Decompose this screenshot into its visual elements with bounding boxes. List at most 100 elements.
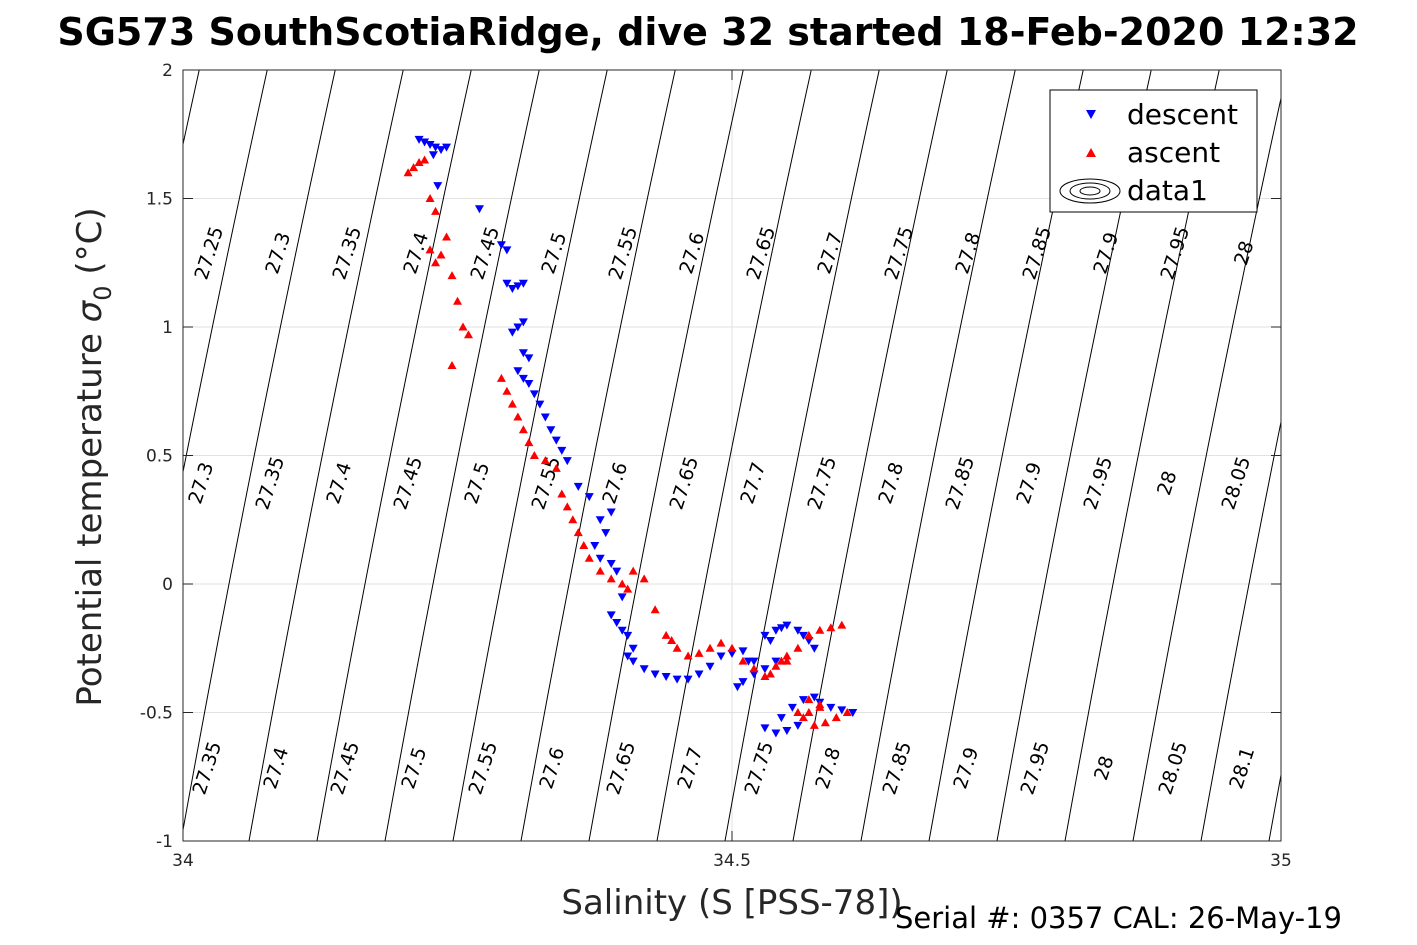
descent-point [518, 349, 528, 358]
ascent-point [595, 566, 605, 575]
y-axis-label-symbol: σ [70, 299, 110, 322]
descent-point [601, 529, 611, 538]
ascent-point [716, 638, 726, 647]
axis-ticks: 34 34.5 35 -1 -0.5 0 0.5 1 1.5 2 [140, 61, 1292, 871]
density-contour-line [1132, 95, 1281, 841]
density-contour-line [860, 70, 1016, 841]
ascent-point [749, 664, 759, 673]
descent-point [529, 390, 539, 399]
descent-point [612, 567, 622, 576]
legend-descent-marker [1086, 110, 1096, 119]
density-contour-line [248, 70, 404, 841]
ascent-point [765, 669, 775, 678]
ascent-point [579, 540, 589, 549]
descent-point [628, 644, 638, 653]
descent-point [436, 146, 446, 155]
y-axis-label: Potential temperature σ0 (°C) [70, 207, 117, 706]
descent-point [738, 647, 748, 656]
density-contour-line [316, 70, 472, 841]
descent-point [428, 151, 438, 160]
density-contour-line [520, 70, 676, 841]
descent-point [502, 246, 512, 255]
density-contours [183, 70, 1281, 841]
ascent-point [431, 206, 441, 215]
descent-point [776, 714, 786, 723]
descent-point [431, 143, 441, 152]
descent-point [809, 644, 819, 653]
descent-point [727, 649, 737, 658]
serial-calibration-text: Serial #: 0357 CAL: 26-May-19 [895, 901, 1342, 935]
ascent-point [518, 425, 528, 434]
ascent-series [403, 155, 852, 729]
descent-point [524, 354, 534, 363]
density-contour-line [452, 70, 608, 841]
descent-point [749, 670, 759, 679]
descent-point [804, 637, 814, 646]
descent-point [760, 724, 770, 733]
descent-point [683, 675, 693, 684]
descent-point [474, 205, 484, 214]
descent-point [518, 279, 528, 288]
descent-point [639, 665, 649, 674]
ascent-point [705, 643, 715, 652]
x-tick-label: 35 [1270, 851, 1292, 871]
ascent-point [568, 515, 578, 524]
descent-point [760, 665, 770, 674]
density-contour-line [183, 70, 200, 147]
descent-point [771, 626, 781, 635]
descent-point [672, 675, 682, 684]
ascent-point [738, 656, 748, 665]
descent-point [776, 624, 786, 633]
ascent-point [771, 661, 781, 670]
ascent-point [453, 296, 462, 305]
x-tick-label: 34.5 [713, 851, 751, 871]
descent-point [540, 413, 550, 422]
descent-point [612, 619, 622, 628]
ascent-point [639, 574, 649, 583]
descent-point [760, 631, 770, 640]
descent-point [606, 559, 616, 568]
ascent-point [804, 630, 814, 639]
ascent-point [809, 720, 819, 729]
legend-descent-label: descent [1127, 98, 1238, 131]
ascent-point [661, 630, 671, 639]
descent-point [414, 135, 424, 144]
descent-point [738, 678, 748, 687]
ascent-point [414, 158, 424, 167]
descent-point [826, 703, 836, 712]
descent-point [513, 323, 523, 332]
descent-point [694, 670, 704, 679]
legend-box [1049, 89, 1258, 213]
ascent-point [793, 708, 803, 716]
ascent-point [584, 553, 594, 562]
ascent-point [529, 451, 539, 459]
x-tick-label: 34 [172, 851, 194, 871]
ascent-point [409, 163, 419, 172]
ascent-point [831, 713, 841, 722]
ascent-point [667, 636, 677, 645]
y-axis-label-sub: 0 [89, 285, 117, 300]
legend-ascent-marker [1086, 148, 1096, 157]
descent-point [798, 631, 808, 640]
legend-ascent-label: ascent [1127, 136, 1220, 169]
ascent-point [431, 258, 441, 267]
descent-point [623, 631, 633, 640]
ascent-point [683, 651, 693, 660]
y-tick-label: -0.5 [140, 704, 173, 724]
descent-point [551, 436, 561, 445]
ascent-point [403, 168, 413, 177]
descent-point [787, 703, 797, 712]
descent-point [661, 673, 671, 682]
ascent-point [826, 623, 836, 632]
ascent-point [551, 463, 561, 472]
descent-point [809, 693, 819, 702]
legend-contour-icon [1059, 178, 1121, 204]
descent-point [793, 721, 803, 730]
descent-point [606, 508, 616, 517]
density-contour-line [1268, 772, 1281, 841]
ascent-point [842, 708, 852, 716]
ascent-point [420, 155, 430, 164]
ascent-point [606, 574, 616, 583]
ascent-point [837, 620, 847, 629]
descent-point [595, 554, 605, 563]
